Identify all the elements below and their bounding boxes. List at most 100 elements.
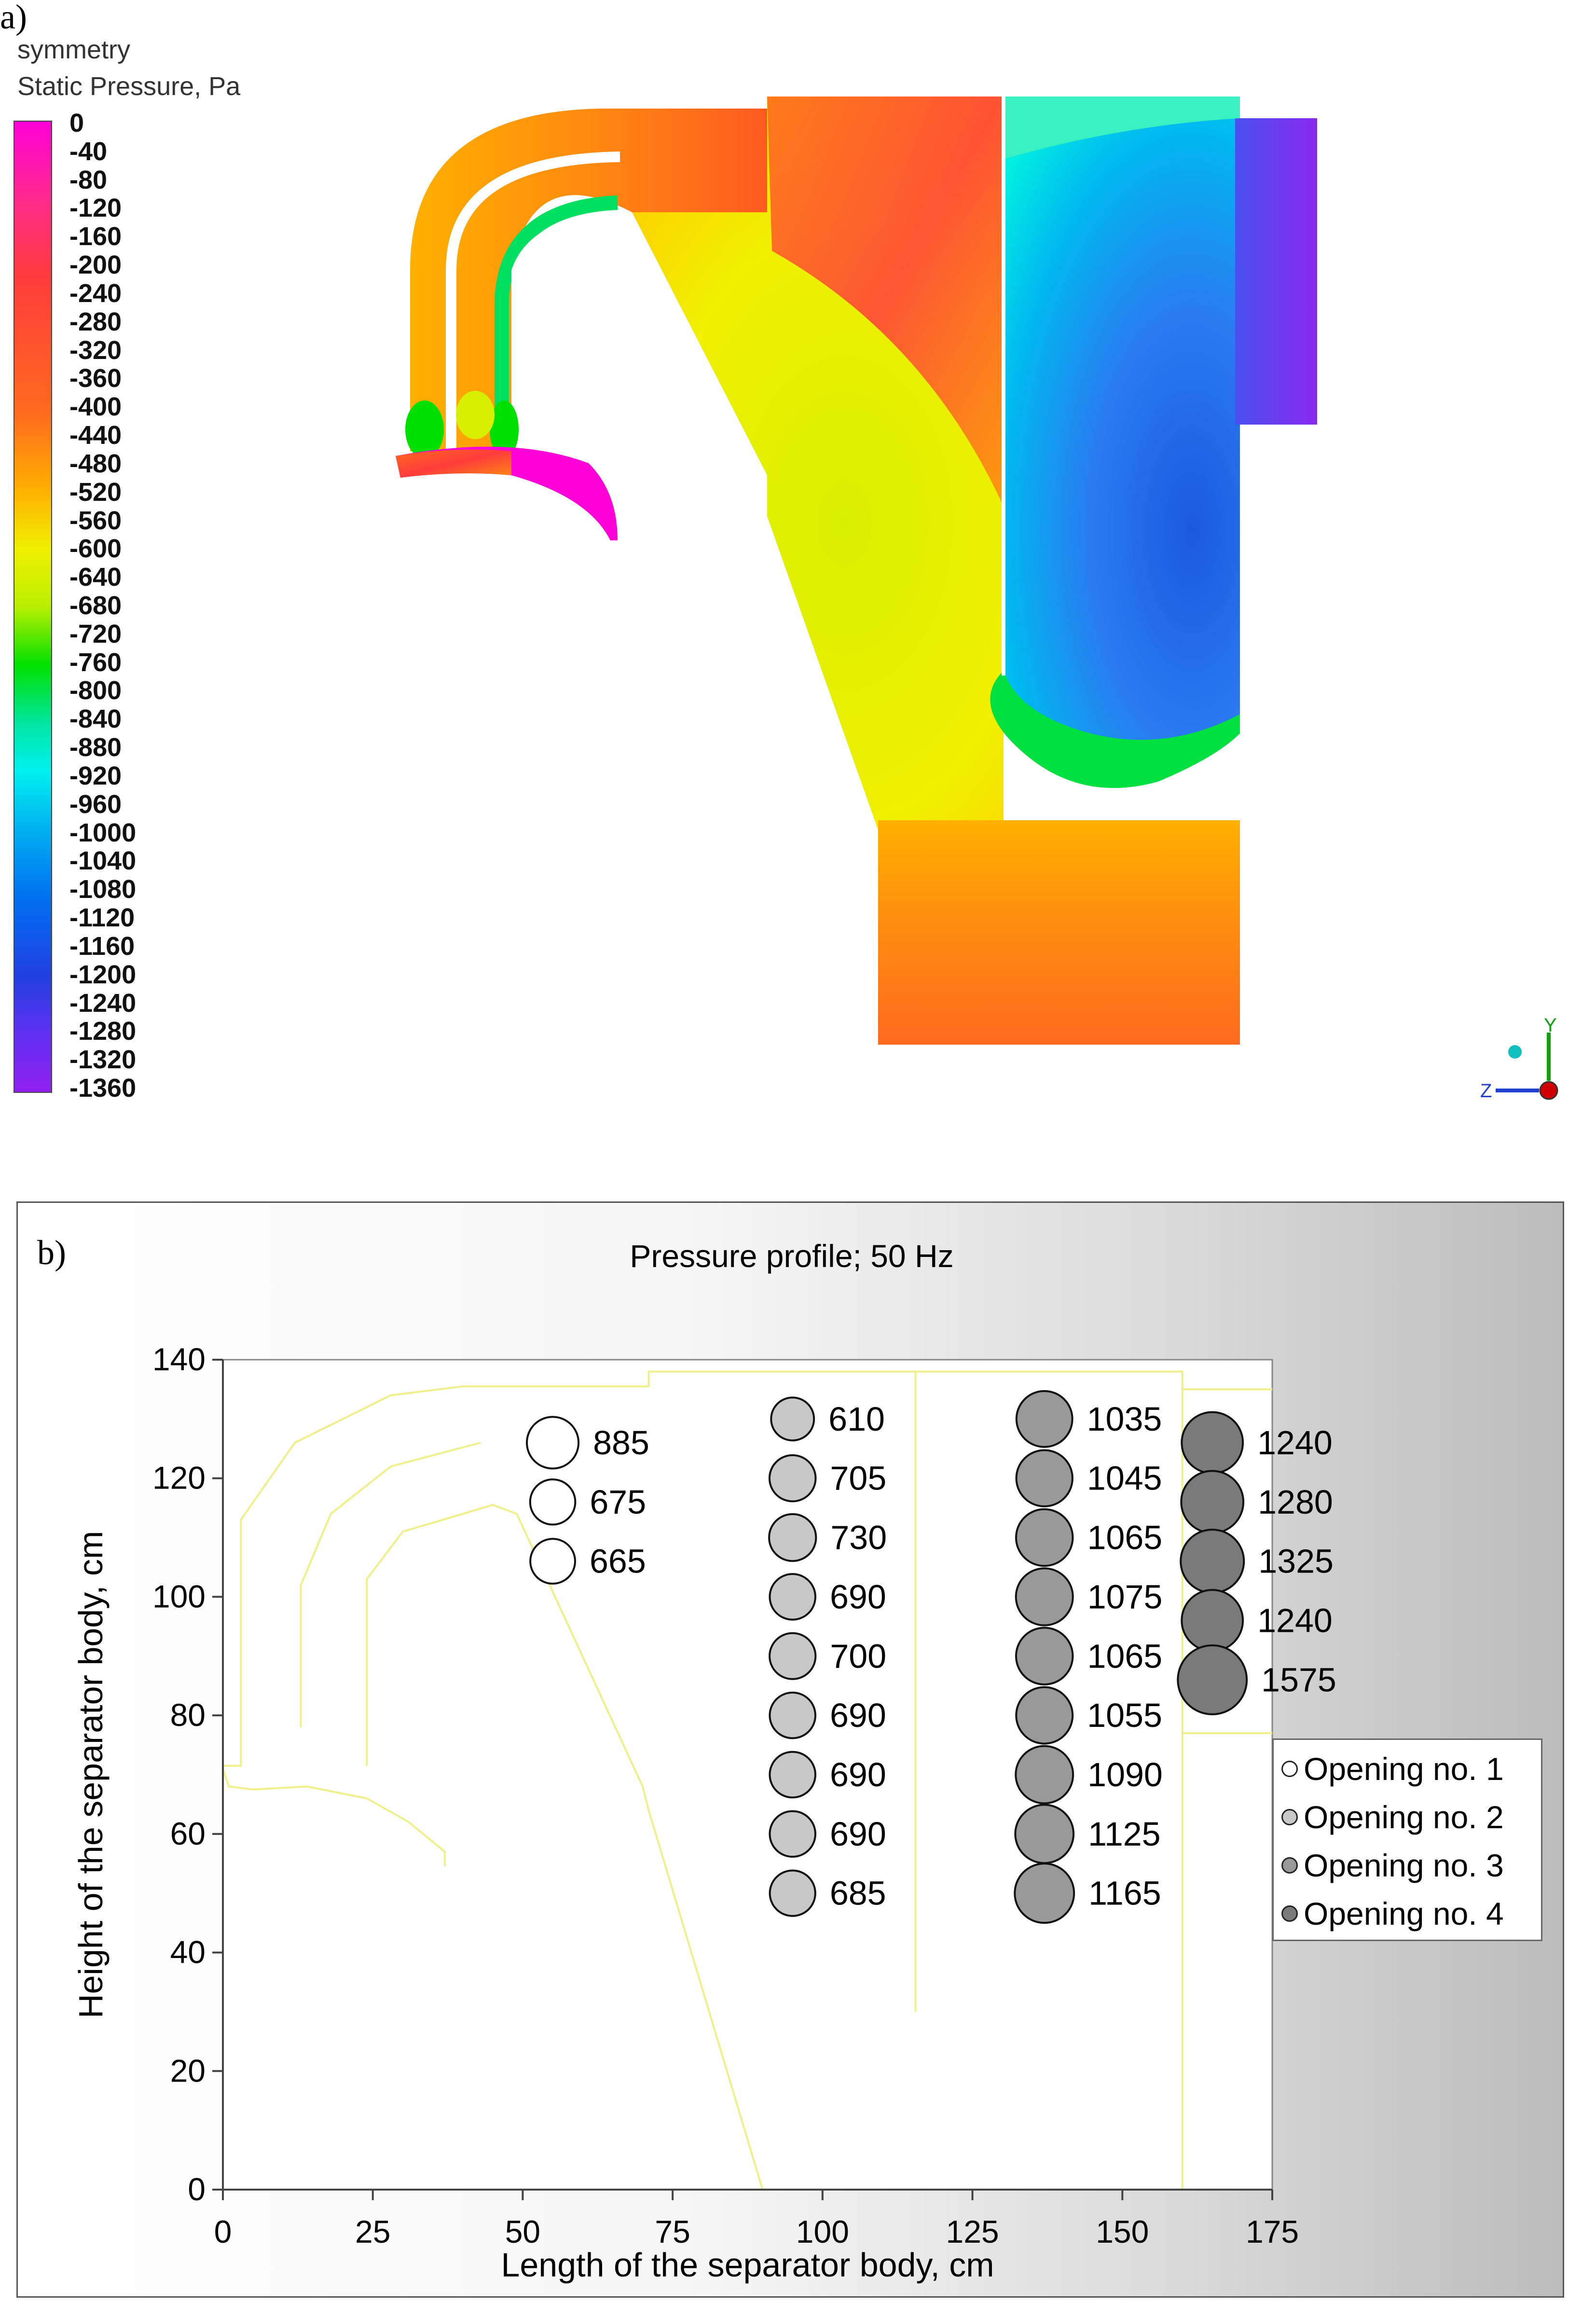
colorbar-tick-label: -1200 — [69, 960, 137, 989]
colorbar-tick-label: -40 — [69, 137, 108, 166]
data-point-opening-1 — [526, 1416, 580, 1470]
colorbar-tick-label: -960 — [69, 789, 122, 819]
separator-top-hot-zone — [767, 97, 1004, 507]
x-tick-label: 150 — [1096, 2214, 1149, 2249]
data-label-opening-4: 1280 — [1258, 1483, 1333, 1521]
inlet-green-pocket-mid — [456, 391, 495, 439]
legend-swatch — [1281, 1905, 1298, 1922]
data-label-opening-3: 1065 — [1087, 1519, 1162, 1557]
legend-swatch — [1281, 1809, 1298, 1825]
pressure-profile-chart: b) Pressure profile; 50 Hz 0 20 40 60 80 100 1… — [16, 1201, 1564, 2298]
data-label-opening-4: 1575 — [1261, 1661, 1336, 1698]
pressure-contour-plot — [396, 97, 1317, 1045]
data-point-opening-4 — [1177, 1644, 1248, 1715]
y-axis-label: Height of the separator body, cm — [72, 1531, 110, 2018]
panel-a-label: a) — [0, 0, 27, 36]
colorbar-tick-label: -240 — [69, 278, 122, 308]
data-label-opening-2: 685 — [830, 1875, 886, 1912]
data-point-opening-3 — [1015, 1686, 1074, 1745]
y-tick-label: 120 — [152, 1460, 206, 1496]
outlet-cyan-band — [1004, 97, 1240, 159]
data-point-opening-2 — [769, 1810, 816, 1858]
y-tick-label: 60 — [170, 1816, 206, 1851]
data-point-opening-3 — [1015, 1508, 1074, 1567]
data-point-opening-2 — [769, 1691, 816, 1739]
triad-y-label: Y — [1544, 1018, 1557, 1036]
data-point-opening-3 — [1015, 1449, 1073, 1507]
colorbar-tick-label: -680 — [69, 591, 122, 620]
colorbar-tick-label: -640 — [69, 563, 122, 592]
data-label-opening-3: 1165 — [1088, 1875, 1161, 1912]
data-point-opening-2 — [768, 1513, 817, 1562]
colorbar-tick-label: -1280 — [69, 1017, 137, 1046]
colorbar-tick-labels: 0 -40 -80 -120 -160 -200 -240 -280 -320 -360 -400-… — [58, 110, 183, 1104]
axes-triad: Y Z — [1480, 1018, 1558, 1102]
data-point-opening-3 — [1014, 1862, 1075, 1924]
y-tick-label: 0 — [188, 2171, 206, 2207]
legend-title-surface: symmetry — [17, 35, 130, 64]
data-point-opening-3 — [1015, 1567, 1074, 1627]
cfd-panel: a) symmetry Static Pressure, Pa 0 -40 -80-… — [0, 0, 1596, 1148]
data-label-opening-4: 1240 — [1257, 1602, 1333, 1640]
y-tick-label: 100 — [152, 1578, 206, 1614]
colorbar-tick-label: -440 — [69, 421, 122, 450]
data-point-opening-2 — [769, 1869, 816, 1917]
y-tick-label: 140 — [152, 1341, 206, 1377]
data-point-opening-4 — [1181, 1411, 1244, 1475]
colorbar-tick-label: -160 — [69, 222, 122, 251]
data-point-opening-4 — [1180, 1529, 1245, 1594]
colorbar-tick-label: -480 — [69, 449, 122, 478]
colorbar-tick-label: -600 — [69, 534, 122, 564]
colorbar-tick-label: -560 — [69, 506, 122, 535]
data-label-opening-2: 700 — [830, 1637, 886, 1675]
data-label-opening-2: 690 — [830, 1696, 886, 1734]
triad-origin-marker — [1539, 1081, 1558, 1100]
x-tick-label: 100 — [796, 2214, 849, 2249]
colorbar-tick-label: -800 — [69, 676, 122, 705]
legend-item: Opening no. 2 — [1281, 1793, 1504, 1841]
colorbar-tick-label: -920 — [69, 761, 122, 790]
data-label-opening-2: 610 — [828, 1400, 885, 1438]
colorbar-tick-label: -400 — [69, 392, 122, 422]
colorbar-tick-label: -80 — [69, 165, 108, 194]
inlet-green-pocket-right — [490, 400, 519, 458]
legend-label: Opening no. 2 — [1304, 1799, 1504, 1835]
triad-x-marker — [1508, 1045, 1522, 1059]
data-label-opening-3: 1045 — [1087, 1460, 1162, 1497]
legend-swatch — [1281, 1857, 1298, 1874]
x-axis-label: Length of the separator body, cm — [501, 2246, 994, 2284]
legend-swatch — [1281, 1761, 1298, 1777]
separator-main-body — [632, 97, 1240, 1045]
inlet-green-pocket-left — [405, 400, 444, 458]
data-point-opening-2 — [769, 1573, 816, 1621]
legend-label: Opening no. 3 — [1304, 1848, 1504, 1883]
colorbar-tick-label: -1080 — [69, 875, 137, 904]
colorbar-tick-label: -760 — [69, 648, 122, 677]
x-tick-label: 25 — [355, 2214, 390, 2249]
data-point-opening-3 — [1015, 1745, 1074, 1805]
data-label-opening-2: 730 — [830, 1519, 887, 1557]
data-point-opening-2 — [769, 1751, 816, 1799]
panel-b-label: b) — [37, 1233, 66, 1272]
y-tick-label: 80 — [170, 1697, 206, 1733]
data-point-opening-2 — [769, 1632, 817, 1680]
data-label-opening-4: 1240 — [1257, 1424, 1333, 1462]
chart-title: Pressure profile; 50 Hz — [630, 1238, 954, 1274]
legend-item: Opening no. 3 — [1281, 1841, 1504, 1889]
data-point-opening-2 — [768, 1454, 817, 1503]
separator-outline — [366, 1503, 764, 2190]
data-label-opening-3: 1090 — [1087, 1756, 1163, 1793]
legend-item: Opening no. 4 — [1281, 1889, 1504, 1938]
colorbar-tick-label: -880 — [69, 733, 122, 762]
data-label-opening-3: 1035 — [1087, 1400, 1162, 1438]
data-label-opening-3: 1055 — [1087, 1696, 1162, 1734]
data-point-opening-3 — [1014, 1804, 1075, 1864]
inlet-orange-arc — [396, 449, 511, 478]
chart-plot: 0 20 40 60 80 100 120 140 0 25 50 75 100 125 150 175 Len… — [72, 1341, 1336, 2284]
data-label-opening-3: 1065 — [1087, 1637, 1162, 1675]
data-label-opening-3: 1075 — [1087, 1578, 1163, 1615]
x-tick-label: 50 — [505, 2214, 540, 2249]
data-label-opening-2: 690 — [830, 1815, 886, 1853]
legend-item: Opening no. 1 — [1281, 1745, 1504, 1793]
colorbar-tick-label: -280 — [69, 307, 122, 336]
